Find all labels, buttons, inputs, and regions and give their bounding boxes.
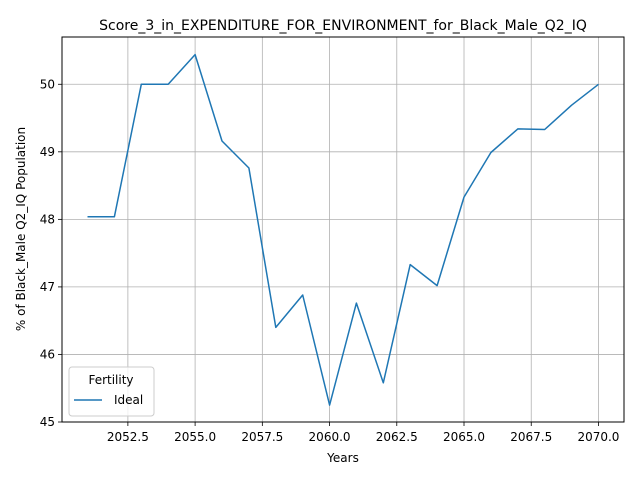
grid-lines [62,37,624,423]
x-tick-label: 2060.0 [309,430,351,444]
y-tick-label: 49 [40,145,55,159]
y-tick-label: 45 [40,415,55,429]
series-line-ideal [87,53,599,406]
y-axis-label: % of Black_Male Q2_IQ Population [14,127,28,331]
plot-frame [61,36,625,423]
x-tick-label: 2070.0 [577,430,619,444]
y-tick-label: 47 [40,280,55,294]
chart-title: Score_3_in_EXPENDITURE_FOR_ENVIRONMENT_f… [99,18,587,34]
legend-title: Fertility [88,373,133,387]
y-tick-label: 46 [40,347,55,361]
y-tick-label: 48 [40,212,55,226]
x-tick-label: 2052.5 [107,430,149,444]
x-tick-label: 2062.5 [376,430,418,444]
plot-series [87,53,599,406]
x-tick-label: 2055.0 [174,430,216,444]
x-axis-ticks: 2052.5 2055.0 2057.5 2060.0 2062.5 2065.0 2067… [107,422,619,444]
y-tick-label: 50 [40,77,55,91]
x-axis-label: Years [326,451,359,465]
x-tick-label: 2057.5 [241,430,283,444]
y-axis-ticks: 45 46 47 48 49 50 [40,77,62,429]
x-tick-label: 2065.0 [443,430,485,444]
legend-box [68,366,155,417]
legend-label-ideal: Ideal [114,393,143,407]
legend: Fertility Ideal [68,366,155,417]
x-tick-label: 2067.5 [510,430,552,444]
